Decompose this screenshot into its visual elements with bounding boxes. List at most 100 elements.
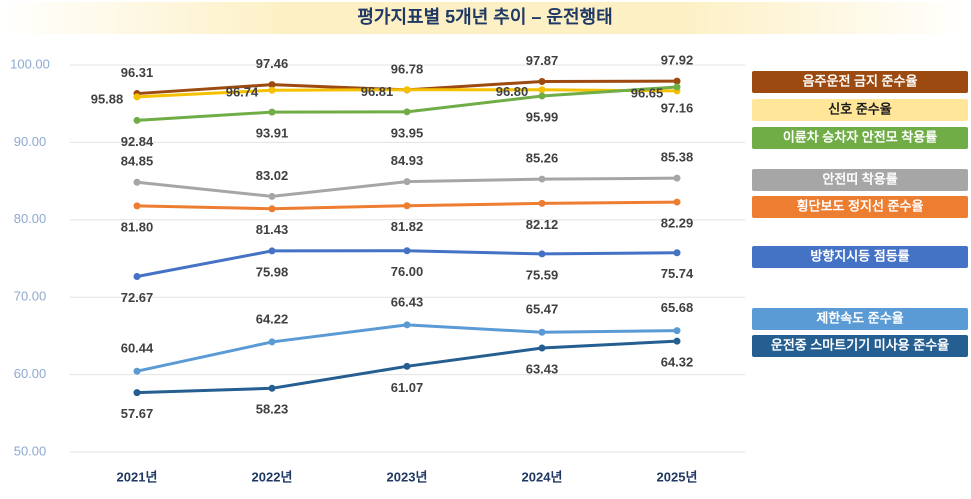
point: [268, 81, 276, 89]
data-label: 61.07: [391, 380, 424, 395]
data-label: 65.47: [526, 302, 559, 317]
legend-swatch: [752, 169, 968, 191]
data-label: 85.26: [526, 151, 559, 166]
point: [268, 247, 276, 255]
y-tick-label: 60.00: [14, 366, 47, 381]
data-label: 75.59: [526, 267, 559, 282]
point: [673, 174, 681, 182]
legend-swatch: [752, 71, 968, 93]
data-label: 85.38: [661, 150, 694, 165]
point: [268, 384, 276, 392]
y-tick-label: 70.00: [14, 289, 47, 304]
data-label: 92.84: [121, 134, 154, 149]
point: [673, 198, 681, 206]
point: [403, 362, 411, 370]
data-label: 65.68: [661, 300, 694, 315]
data-label: 66.43: [391, 294, 424, 309]
chart-title: 평가지표별 5개년 추이 – 운전행태: [357, 7, 612, 27]
point: [673, 83, 681, 91]
data-label: 60.44: [121, 341, 154, 356]
y-tick-label: 80.00: [14, 211, 47, 226]
point: [268, 205, 276, 213]
data-label: 96.81: [361, 84, 394, 99]
point: [403, 178, 411, 186]
point: [538, 92, 546, 100]
data-label: 93.95: [391, 125, 424, 140]
point: [133, 202, 141, 210]
point: [268, 108, 276, 116]
data-label: 97.92: [661, 53, 694, 68]
data-label: 93.91: [256, 126, 289, 141]
point: [538, 250, 546, 258]
point: [133, 367, 141, 375]
point: [403, 321, 411, 329]
data-label: 75.98: [256, 264, 289, 279]
legend-swatch: [752, 99, 968, 121]
point: [673, 337, 681, 345]
legend-label: 음주운전 금지 준수율: [803, 73, 918, 88]
point: [268, 86, 276, 94]
legend-swatch: [752, 335, 968, 357]
x-tick-label: 2021년: [117, 469, 158, 484]
point: [538, 344, 546, 352]
point: [133, 178, 141, 186]
point: [268, 338, 276, 346]
data-label: 96.74: [226, 85, 259, 100]
y-tick-label: 90.00: [14, 134, 47, 149]
data-label: 75.74: [661, 266, 694, 281]
data-label: 64.32: [661, 355, 694, 370]
legend-swatch: [752, 308, 968, 330]
point: [133, 116, 141, 124]
data-label: 81.82: [391, 219, 424, 234]
point: [133, 93, 141, 101]
legend-swatch: [752, 196, 968, 218]
point: [268, 192, 276, 200]
data-label: 83.02: [256, 168, 289, 183]
legend-label: 방향지시등 점등률: [810, 248, 909, 263]
y-tick-label: 50.00: [14, 443, 47, 458]
legend-label: 신호 준수율: [828, 101, 891, 116]
point: [133, 389, 141, 397]
data-label: 97.46: [256, 56, 289, 71]
legend-swatch: [752, 246, 968, 268]
x-tick-label: 2023년: [387, 469, 428, 484]
point: [673, 327, 681, 335]
point: [403, 247, 411, 255]
data-label: 95.99: [526, 109, 559, 124]
data-label: 95.88: [91, 91, 124, 106]
x-tick-label: 2024년: [522, 469, 563, 484]
data-label: 97.87: [526, 53, 559, 68]
data-label: 82.12: [526, 217, 559, 232]
point: [538, 86, 546, 94]
legend-label: 운전중 스마트기기 미사용 준수율: [771, 337, 949, 352]
point: [403, 202, 411, 210]
data-label: 96.31: [121, 65, 154, 80]
legend-label: 횡단보도 정지선 준수율: [797, 198, 924, 213]
data-label: 96.78: [391, 61, 424, 76]
data-label: 81.43: [256, 222, 289, 237]
point: [673, 77, 681, 85]
point: [538, 199, 546, 207]
data-label: 72.67: [121, 290, 154, 305]
data-label: 84.93: [391, 153, 424, 168]
x-tick-label: 2022년: [252, 469, 293, 484]
title-banner: [0, 2, 971, 34]
point: [538, 175, 546, 183]
legend-swatch: [752, 127, 968, 149]
y-tick-label: 100.00: [10, 56, 50, 71]
point: [403, 86, 411, 94]
point: [133, 273, 141, 281]
data-label: 97.16: [661, 100, 694, 115]
data-label: 81.80: [121, 219, 154, 234]
data-label: 63.43: [526, 361, 559, 376]
data-label: 57.67: [121, 406, 154, 421]
data-label: 76.00: [391, 264, 424, 279]
data-label: 96.80: [496, 84, 529, 99]
data-label: 82.29: [661, 216, 694, 231]
point: [538, 77, 546, 85]
point: [538, 328, 546, 336]
x-tick-label: 2025년: [657, 469, 698, 484]
data-label: 58.23: [256, 402, 289, 417]
